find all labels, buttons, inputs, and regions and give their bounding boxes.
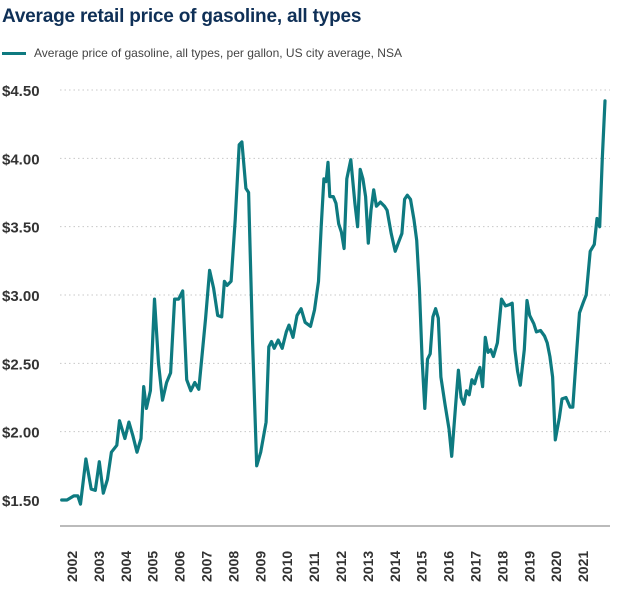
series-line — [60, 99, 607, 506]
y-tick-label: $2.00 — [2, 425, 40, 442]
x-tick-label: 2003 — [91, 551, 107, 582]
x-tick-label: 2017 — [468, 551, 484, 582]
x-tick-label: 2004 — [118, 551, 134, 582]
x-tick-label: 2016 — [441, 551, 457, 582]
y-tick-label: $1.50 — [2, 493, 40, 510]
x-tick-label: 2007 — [199, 551, 215, 582]
legend: Average price of gasoline, all types, pe… — [2, 46, 402, 60]
y-tick-label: $4.50 — [2, 83, 40, 100]
x-tick-label: 2006 — [172, 551, 188, 582]
chart-title: Average retail price of gasoline, all ty… — [2, 6, 362, 27]
x-tick-label: 2014 — [387, 551, 403, 582]
x-tick-label: 2015 — [414, 551, 430, 582]
x-tick-label: 2019 — [521, 551, 537, 582]
y-tick-label: $3.00 — [2, 288, 40, 305]
x-tick-label: 2021 — [575, 551, 591, 582]
x-tick-label: 2002 — [64, 551, 80, 582]
x-tick-label: 2008 — [225, 551, 241, 582]
x-tick-label: 2011 — [306, 551, 322, 582]
legend-label: Average price of gasoline, all types, pe… — [34, 46, 402, 60]
series-layer — [60, 99, 607, 506]
x-tick-label: 2018 — [494, 551, 510, 582]
legend-swatch — [2, 51, 26, 55]
x-axis: 2002 2003 2004 2005 2006 2007 2008 2009 2010 2011… — [64, 551, 591, 582]
y-axis: $1.50 $2.00 $2.50 $3.00 $3.50 $4.00 $4.50 — [2, 83, 40, 510]
y-tick-label: $3.50 — [2, 220, 40, 237]
x-tick-label: 2009 — [252, 551, 268, 582]
x-tick-label: 2013 — [360, 551, 376, 582]
gridlines — [60, 89, 610, 433]
x-tick-label: 2020 — [548, 551, 564, 582]
y-tick-label: $4.00 — [2, 151, 40, 168]
y-tick-label: $2.50 — [2, 356, 40, 373]
x-tick-label: 2010 — [279, 551, 295, 582]
x-tick-label: 2012 — [333, 551, 349, 582]
x-tick-label: 2005 — [145, 551, 161, 582]
